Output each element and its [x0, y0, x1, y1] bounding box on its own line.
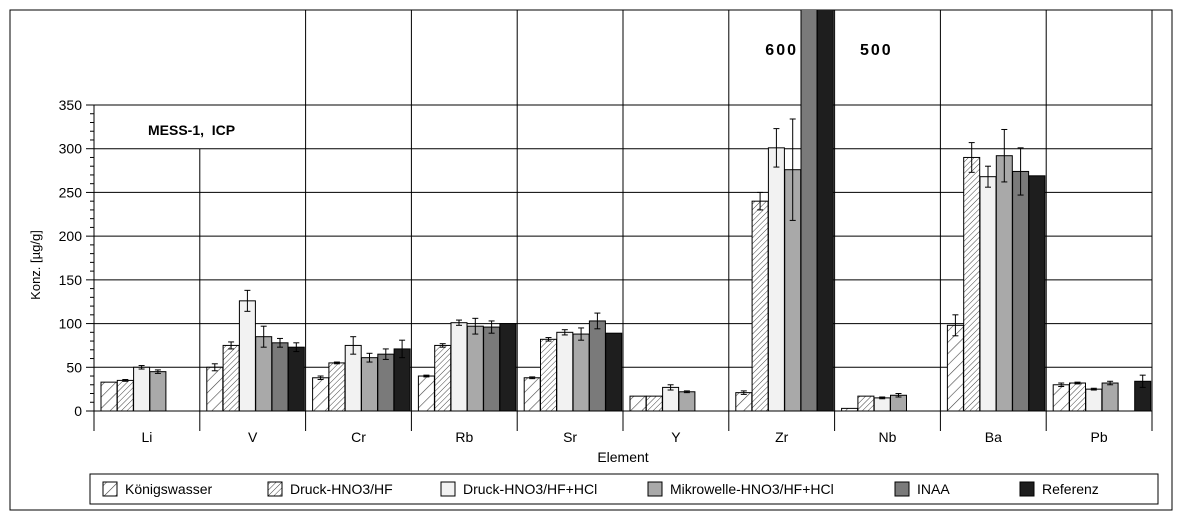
legend-label-1: Druck-HNO3/HF [290, 481, 393, 497]
y-tick-label: 200 [59, 228, 83, 244]
bar-sr-1 [540, 338, 557, 411]
x-tick-label: Zr [775, 429, 789, 445]
y-tick-label: 100 [59, 316, 83, 332]
bar-li-2 [133, 366, 151, 411]
bar-sr-2 [556, 331, 574, 411]
legend-swatch-0 [102, 481, 118, 497]
y-tick-labels: 0 50 100 150 200 250 300 350 [59, 97, 83, 419]
legend-box [89, 473, 1159, 505]
bar-pb-1 [1069, 382, 1086, 411]
x-tick-label: Sr [563, 429, 577, 445]
bar-cr-4 [377, 353, 395, 411]
bar-pb-3 [1101, 382, 1119, 411]
error-bars [122, 118, 1146, 400]
x-tick-label: V [248, 429, 258, 445]
y-tick-label: 50 [66, 359, 82, 375]
bar-cr-1 [328, 362, 346, 411]
y-tick-label: 0 [74, 403, 82, 419]
bar-ba-0 [946, 324, 964, 411]
bar-v-2 [238, 300, 256, 411]
bar-li-3 [149, 371, 167, 411]
bar-sr-3 [572, 333, 590, 411]
bar-zr-2 [767, 147, 785, 411]
legend-swatch-4 [894, 481, 910, 497]
bar-rb-2 [450, 322, 468, 411]
bar-v-5 [287, 346, 305, 411]
y-axis-label: Konz. [µg/g] [28, 230, 43, 300]
x-tick-label: Ba [985, 429, 1002, 445]
bar-li-1 [116, 379, 134, 411]
y-tick-label: 300 [59, 141, 83, 157]
bar-ba-2 [979, 176, 997, 411]
x-tick-label: Cr [351, 429, 366, 445]
y-tick-label: 150 [59, 272, 83, 288]
bar-sr-0 [523, 377, 541, 411]
bar-rb-5 [499, 323, 517, 411]
y-tick-label: 250 [59, 184, 83, 200]
legend-label-2: Druck-HNO3/HF+HCl [463, 481, 597, 497]
bar-nb-2 [873, 397, 891, 411]
bar-sr-5 [605, 332, 623, 411]
legend-label-5: Referenz [1042, 481, 1099, 497]
bar-cr-3 [361, 357, 378, 411]
x-tick-label: Y [671, 429, 681, 445]
bar-rb-3 [466, 325, 484, 411]
legend-swatch-5 [1019, 481, 1035, 497]
x-tick-label: Li [141, 429, 152, 445]
bar-zr-0 [735, 392, 753, 411]
bar-ba-5 [1028, 175, 1046, 411]
y-tick-label: 350 [59, 97, 83, 113]
bar-nb-3 [890, 394, 907, 411]
legend-label-3: Mikrowelle-HNO3/HF+HCl [670, 481, 834, 497]
bar-nb-1 [857, 395, 875, 411]
bar-ba-1 [963, 156, 981, 411]
bar-v-1 [222, 344, 240, 411]
bar-zr-4 [800, 10, 818, 411]
bar-cr-5 [393, 348, 411, 411]
bar-pb-2 [1085, 388, 1103, 411]
bar-v-0 [206, 366, 224, 411]
bar-v-3 [255, 336, 273, 411]
overflow-label-zr-inaa: 600 [765, 42, 798, 59]
x-tick-label: Pb [1091, 429, 1108, 445]
axes [86, 10, 1153, 431]
x-tick-label: Rb [455, 429, 473, 445]
bar-zr-5 [816, 10, 834, 411]
chart-annotation: MESS-1, ICP [148, 122, 235, 138]
x-tick-labels: Li V Cr Rb Sr Y Zr Nb Ba Pb [141, 429, 1107, 445]
bar-rb-1 [434, 344, 452, 411]
legend-swatch-1 [267, 481, 283, 497]
legend: Königswasser Druck-HNO3/HF Druck-HNO3/HF+H… [89, 473, 1159, 505]
bar-sr-4 [588, 320, 606, 411]
legend-label-0: Königswasser [125, 481, 212, 497]
bar-cr-0 [312, 377, 330, 411]
bar-ba-3 [995, 155, 1013, 411]
bar-rb-4 [483, 326, 501, 411]
bar-ba-4 [1012, 170, 1030, 411]
x-tick-label: Nb [879, 429, 897, 445]
bar-y-3 [678, 391, 696, 411]
bar-v-4 [271, 342, 289, 411]
bar-cr-2 [344, 344, 362, 411]
bar-zr-1 [751, 200, 769, 411]
overflow-label-zr-referenz: 500 [860, 42, 893, 59]
bar-rb-0 [417, 375, 435, 411]
legend-swatch-2 [440, 481, 456, 497]
bar-pb-0 [1052, 384, 1070, 411]
x-axis-label: Element [597, 449, 648, 465]
bar-y-2 [662, 386, 680, 411]
bar-y-0 [629, 395, 647, 411]
legend-label-4: INAA [917, 481, 950, 497]
bar-li-0 [100, 381, 118, 411]
legend-swatch-3 [647, 481, 663, 497]
bar-y-1 [645, 395, 663, 411]
